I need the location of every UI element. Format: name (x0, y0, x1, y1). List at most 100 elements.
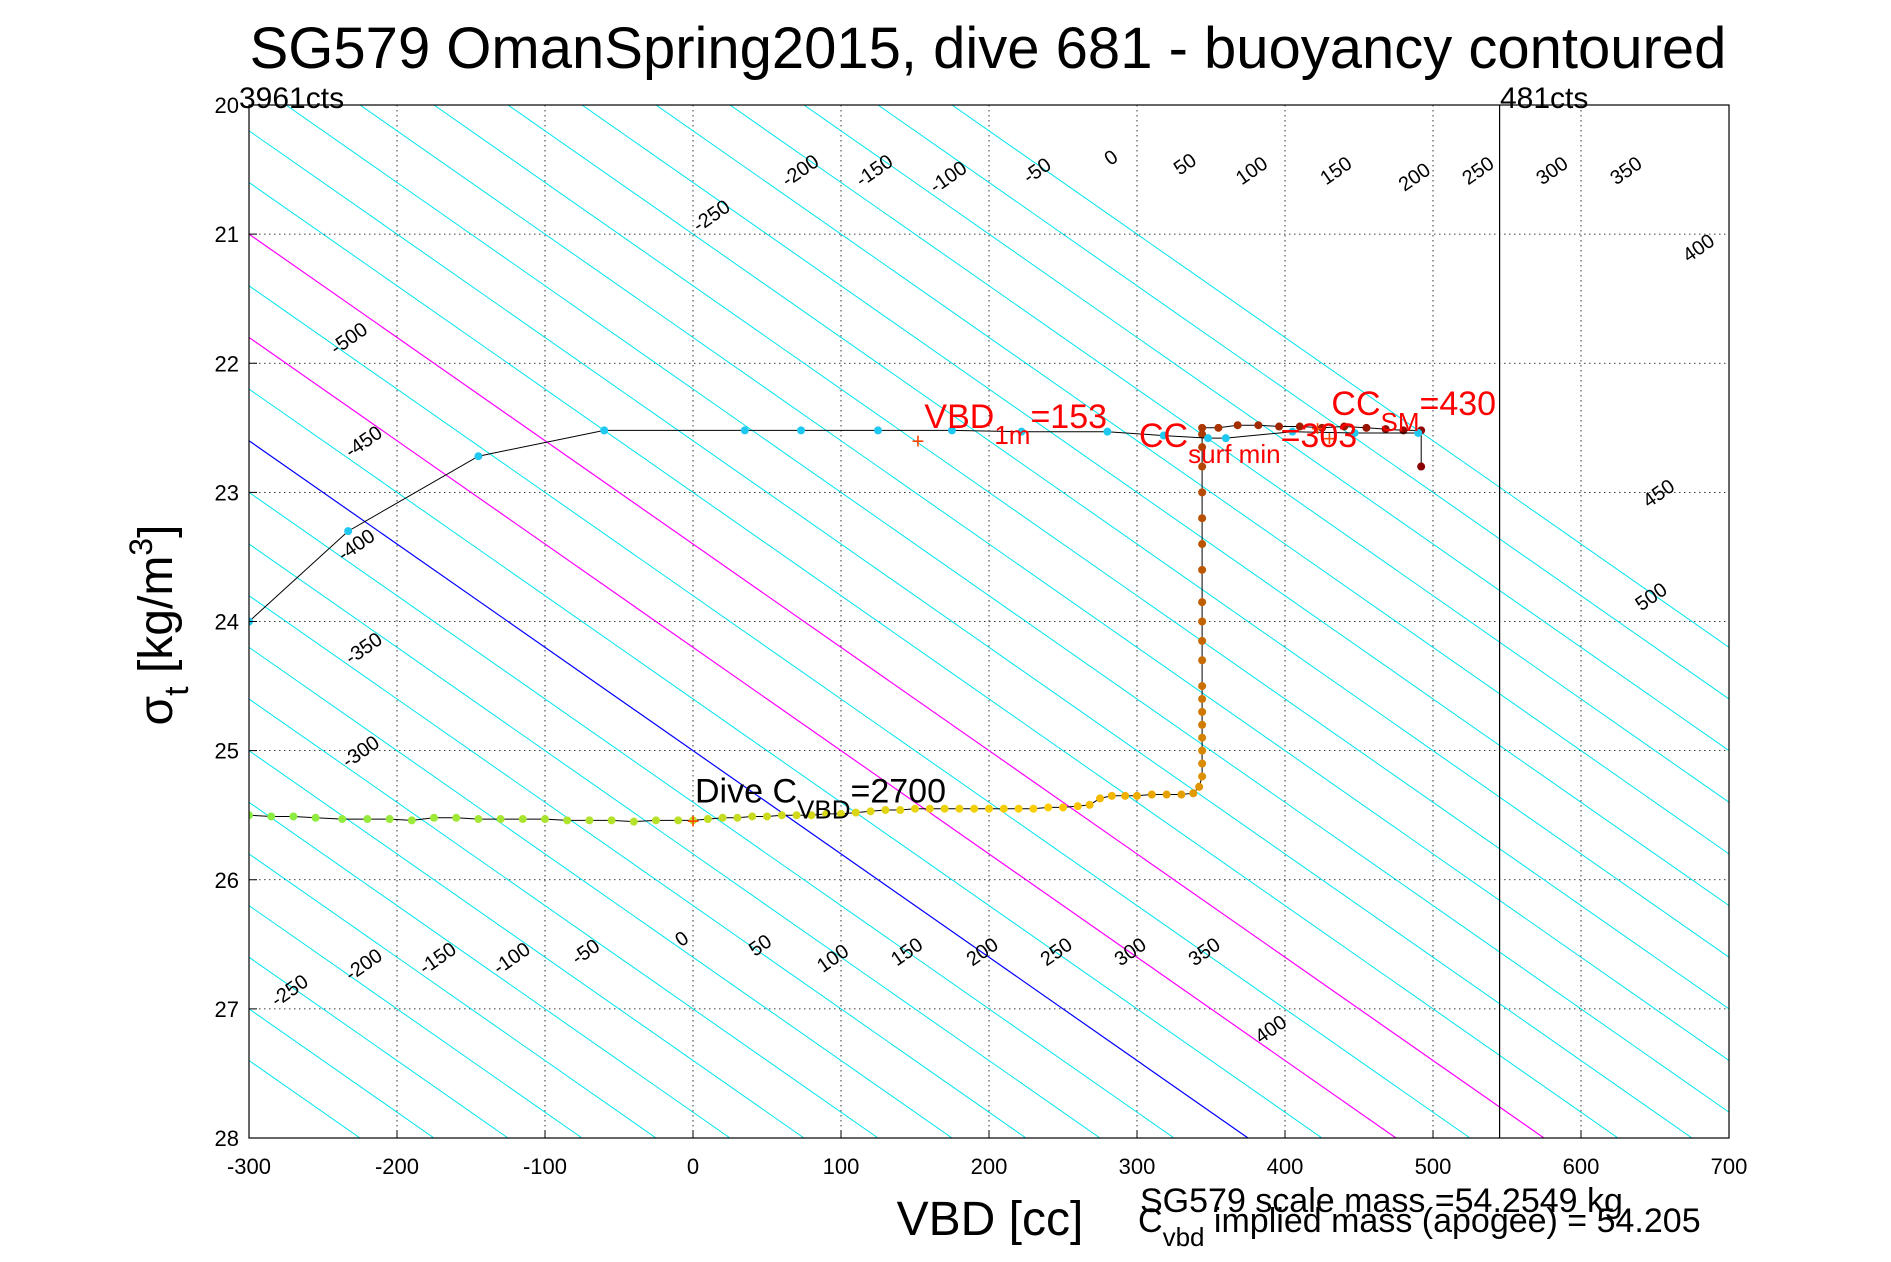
series-point-descent (1198, 759, 1207, 768)
series-point-descent (1085, 800, 1094, 809)
contour-label: -250 (689, 196, 734, 237)
series-point-descent (1318, 423, 1326, 432)
contour-label: 100 (1232, 153, 1272, 190)
x-tick-label: -300 (227, 1154, 271, 1179)
contour-label: 50 (1170, 149, 1201, 180)
series-point-descent (1198, 682, 1207, 691)
series-point-descent (363, 815, 372, 824)
annotation-main: Dive C (695, 772, 797, 810)
series-point-descent (652, 816, 660, 825)
series-point-descent (896, 806, 905, 815)
series-point-descent (1198, 617, 1207, 626)
series-point-descent (1198, 733, 1207, 742)
chart-title: SG579 OmanSpring2015, dive 681 - buoyanc… (250, 16, 1727, 81)
y-tick-label: 27 (215, 997, 239, 1022)
contour-line (877, 105, 1729, 700)
series-point-ascent (474, 452, 483, 461)
series-point-ascent (1414, 428, 1423, 437)
implied-sub: vbd (1163, 1222, 1205, 1252)
annotation-value: =2700 (851, 772, 947, 810)
contour-label: 250 (1037, 934, 1077, 971)
contour-line (249, 750, 805, 1138)
series-point-descent (822, 809, 831, 818)
series-point-descent (311, 813, 320, 822)
x-tick-label: 100 (823, 1154, 860, 1179)
annotation-main: CC (1139, 417, 1188, 455)
series-point-descent (1044, 803, 1053, 812)
series-point-descent (674, 816, 683, 825)
contour-label: 150 (1316, 153, 1356, 190)
contour-label: 450 (1639, 475, 1679, 512)
contour-label: -50 (568, 935, 604, 970)
series-point-descent (792, 811, 801, 820)
contour-label: 500 (1632, 579, 1672, 616)
annotation-value: =153 (1030, 398, 1107, 436)
contour-label: 100 (813, 940, 853, 977)
contour-label: -400 (334, 525, 379, 566)
marker-plus: + (687, 808, 700, 833)
x-tick-label: 200 (971, 1154, 1008, 1179)
series-point-descent (1233, 421, 1242, 430)
series-point-descent (1198, 636, 1207, 645)
series-point-descent (1198, 772, 1207, 781)
series-point-descent (1198, 720, 1207, 729)
contour-line (249, 388, 1323, 1138)
marker-plus: + (1323, 426, 1336, 451)
series-point-descent (777, 811, 786, 820)
vbd-max-label: 481cts (1500, 82, 1588, 115)
series-point-descent (541, 815, 549, 824)
series-point-descent (689, 816, 697, 825)
series-point-descent (267, 812, 276, 821)
x-axis-label: VBD [cc] (897, 1193, 1084, 1246)
series-point-descent (985, 804, 993, 813)
series-point-ascent (948, 426, 956, 435)
contour-label: 300 (1532, 153, 1572, 190)
x-tick-label: 700 (1711, 1154, 1748, 1179)
series-point-descent (1059, 803, 1067, 812)
series-point-descent (837, 809, 845, 818)
series-point-descent (1399, 426, 1408, 435)
y-label-unit: [kg/m (130, 556, 183, 687)
series-point-descent (496, 815, 505, 824)
contour-line (249, 543, 1101, 1138)
buoyancy-contours (249, 105, 1729, 1138)
series-point-descent (1295, 422, 1304, 431)
contour-label: -450 (341, 422, 386, 463)
y-tick-label: 28 (215, 1126, 239, 1151)
y-label-sigma: σ (130, 696, 183, 726)
series-point-descent (1254, 421, 1263, 430)
series-point-descent (1198, 462, 1207, 471)
contour-label: -250 (267, 971, 312, 1012)
series-point-ascent (1204, 434, 1213, 443)
series-point-descent (1198, 656, 1207, 665)
series-point-descent (1198, 423, 1207, 432)
series-point-descent (1417, 462, 1426, 471)
series-point-descent (1198, 488, 1207, 497)
contour-line (655, 105, 1729, 855)
series-point-descent (1198, 598, 1207, 607)
series-point-descent (866, 807, 875, 816)
series-point-descent (881, 806, 890, 815)
contour-label: -200 (341, 945, 386, 986)
grid (249, 105, 1729, 1138)
series-point-descent (763, 812, 771, 821)
series-point-descent (1107, 791, 1116, 800)
contour-line (249, 853, 657, 1138)
implied-mass-text: Cvbd implied mass (apogee) = 54.205 (1138, 1202, 1701, 1252)
contour-label: -200 (778, 151, 823, 192)
contour-label: -500 (326, 318, 371, 359)
contour-line (951, 105, 1729, 648)
series-point-descent (1121, 791, 1130, 800)
series-point-descent (563, 816, 572, 825)
series-point-ascent (600, 426, 609, 435)
series-point-descent (1198, 565, 1207, 574)
series-point-descent (518, 815, 527, 824)
marker-plus: + (1311, 416, 1324, 441)
contour-label: 0 (671, 927, 693, 951)
annotation-dive_c: Dive CVBD=2700 (695, 772, 946, 824)
series-point-descent (629, 817, 638, 826)
y-tick-label: 25 (215, 739, 239, 764)
contour-label: -100 (489, 938, 534, 979)
series-point-descent (1198, 514, 1207, 523)
